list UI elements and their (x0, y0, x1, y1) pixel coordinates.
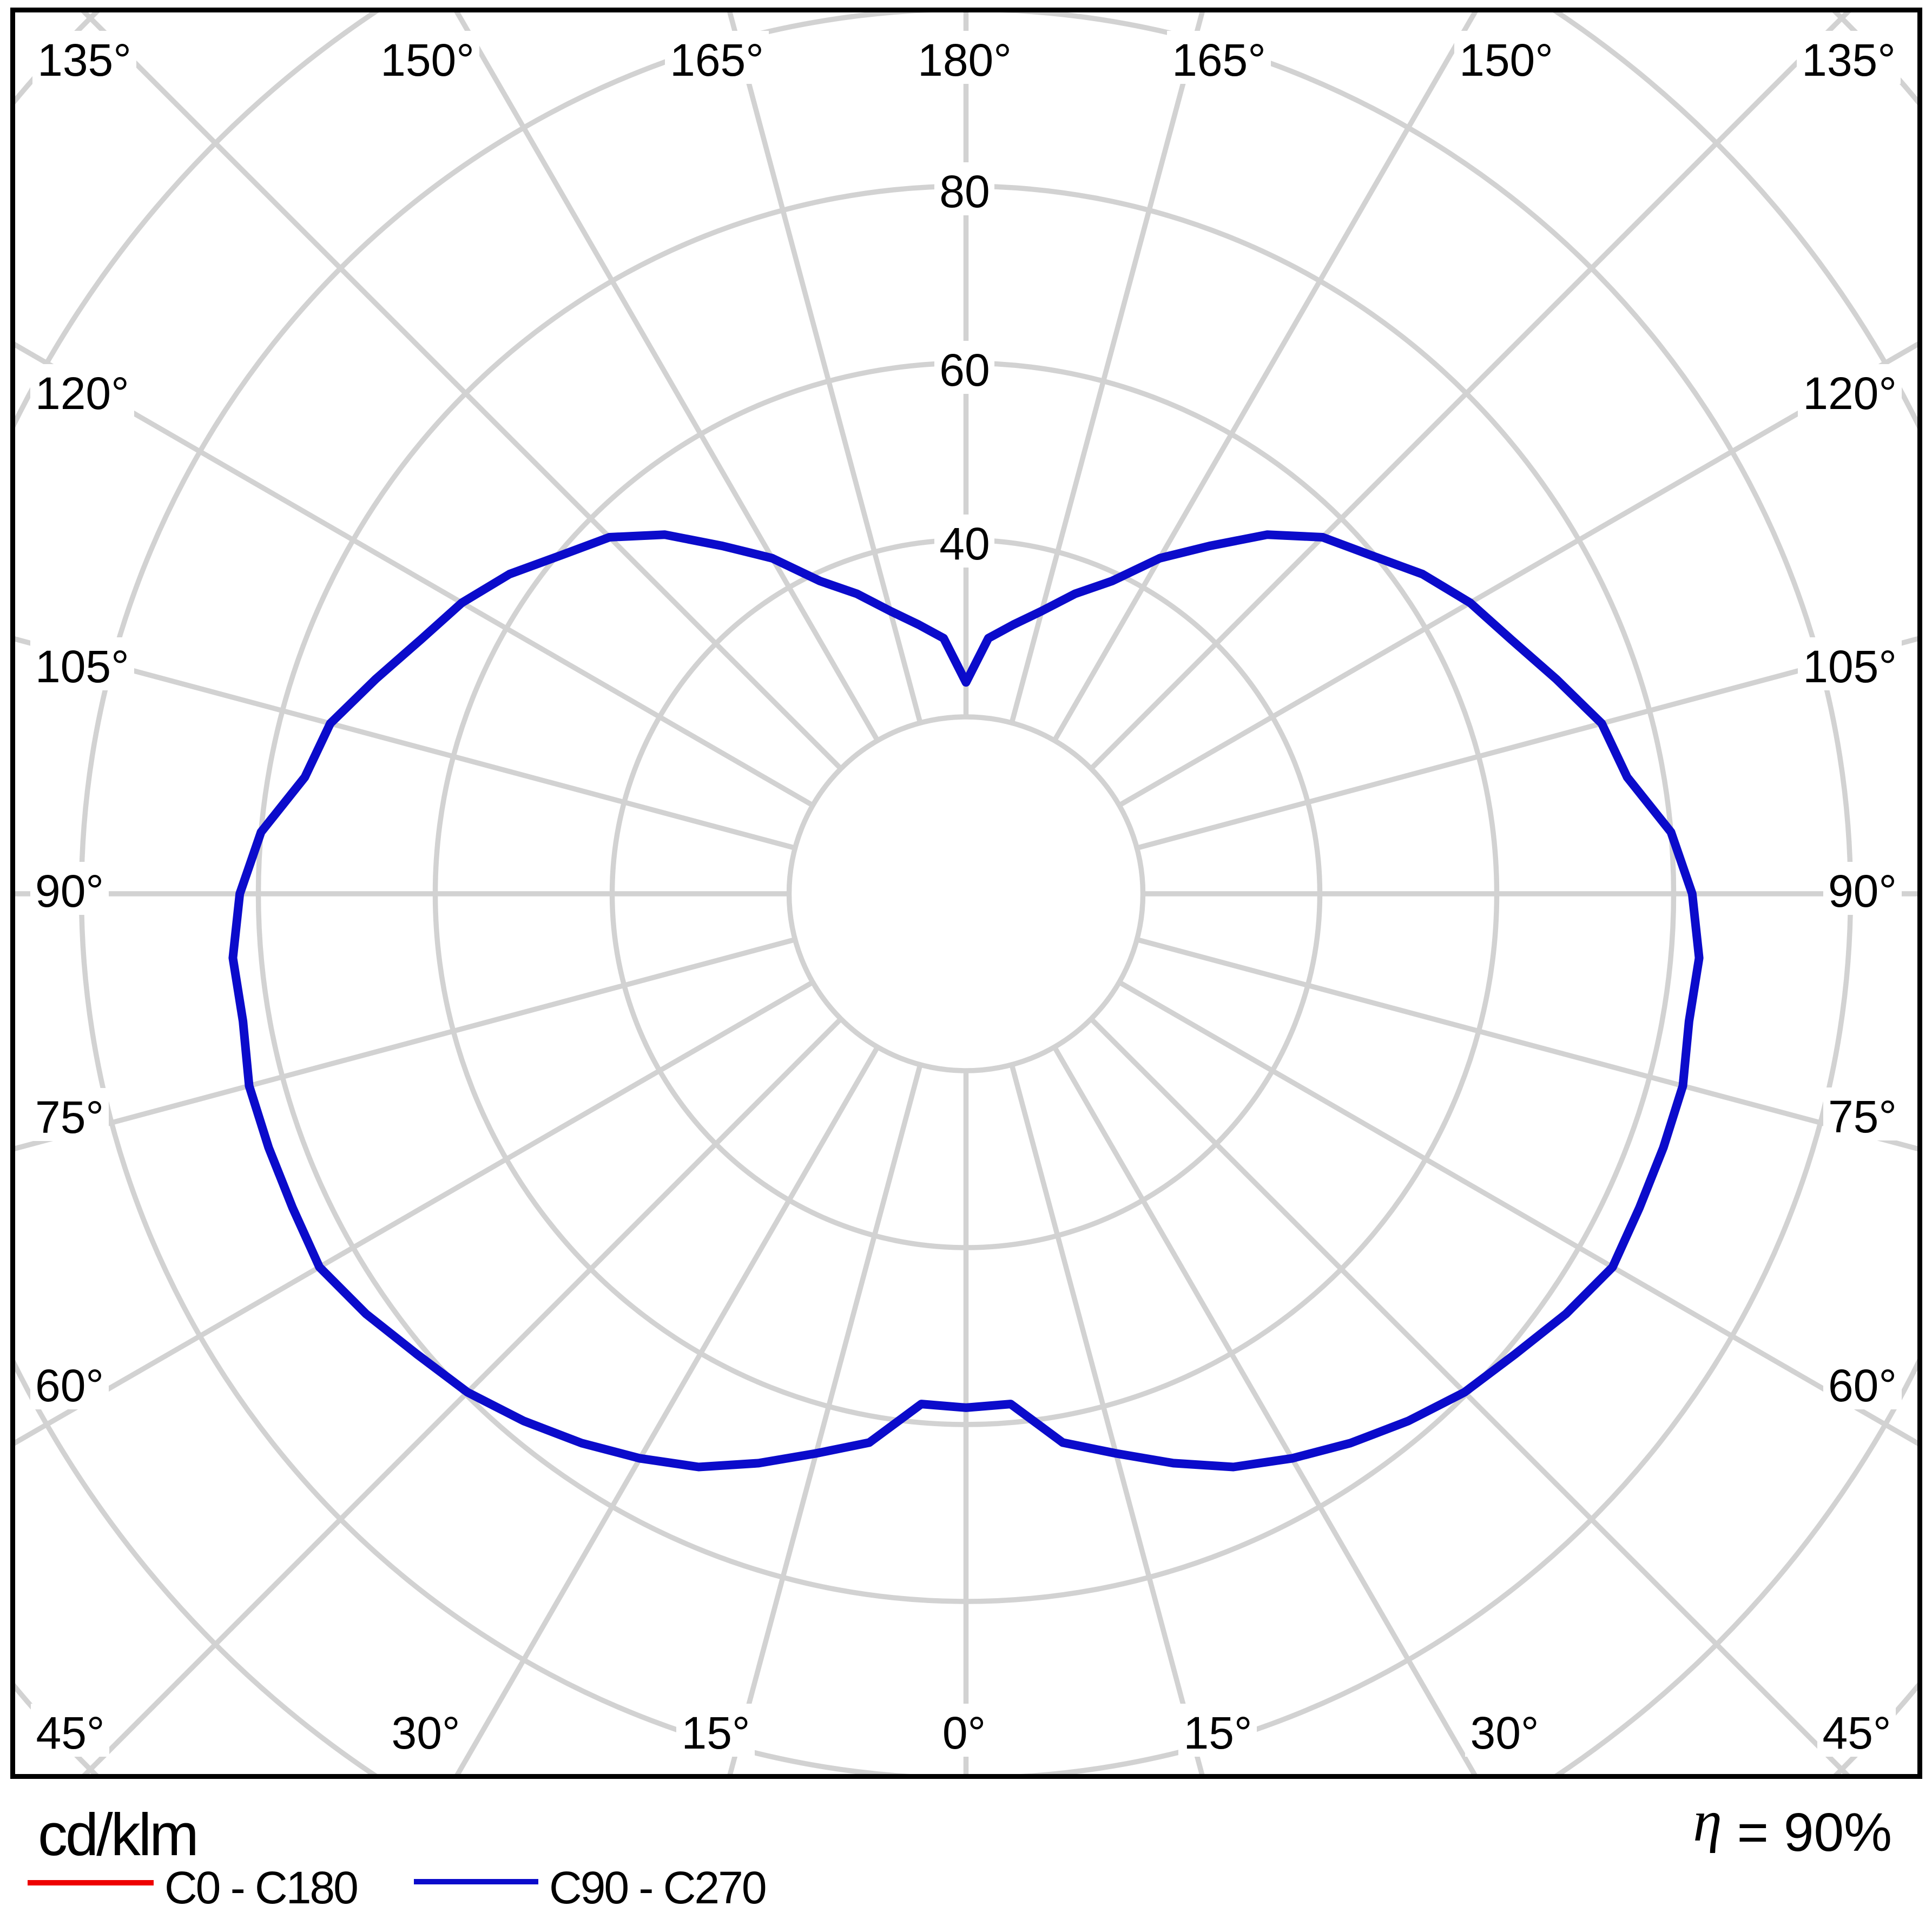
svg-text:45°: 45° (36, 1707, 104, 1758)
svg-text:80: 80 (939, 166, 990, 217)
svg-text:0°: 0° (942, 1707, 986, 1758)
svg-text:120°: 120° (35, 368, 129, 419)
svg-text:45°: 45° (1822, 1707, 1891, 1758)
svg-text:C90 - C270: C90 - C270 (549, 1862, 766, 1913)
svg-text:135°: 135° (1802, 35, 1896, 85)
svg-text:40: 40 (939, 518, 990, 569)
svg-text:105°: 105° (1803, 641, 1897, 692)
svg-text:165°: 165° (670, 35, 764, 85)
svg-text:105°: 105° (35, 641, 129, 692)
svg-text:15°: 15° (1183, 1707, 1252, 1758)
svg-text:30°: 30° (1470, 1707, 1539, 1758)
svg-text:150°: 150° (1459, 35, 1553, 85)
svg-text:75°: 75° (35, 1092, 104, 1143)
svg-text:90°: 90° (35, 866, 104, 916)
svg-text:C0 - C180: C0 - C180 (164, 1862, 357, 1913)
svg-text:60°: 60° (1828, 1360, 1897, 1411)
svg-text:60: 60 (939, 345, 990, 395)
svg-text:150°: 150° (380, 35, 474, 85)
svg-text:165°: 165° (1172, 35, 1266, 85)
svg-text:η = 90%: η = 90% (1693, 1789, 1892, 1863)
svg-text:60°: 60° (35, 1360, 104, 1411)
svg-text:135°: 135° (37, 35, 131, 85)
svg-text:120°: 120° (1803, 368, 1897, 419)
svg-text:90°: 90° (1828, 866, 1897, 916)
svg-text:cd/klm: cd/klm (38, 1802, 197, 1868)
svg-text:75°: 75° (1828, 1091, 1897, 1142)
svg-text:180°: 180° (918, 35, 1012, 85)
svg-text:30°: 30° (391, 1707, 460, 1758)
svg-text:15°: 15° (681, 1707, 750, 1758)
